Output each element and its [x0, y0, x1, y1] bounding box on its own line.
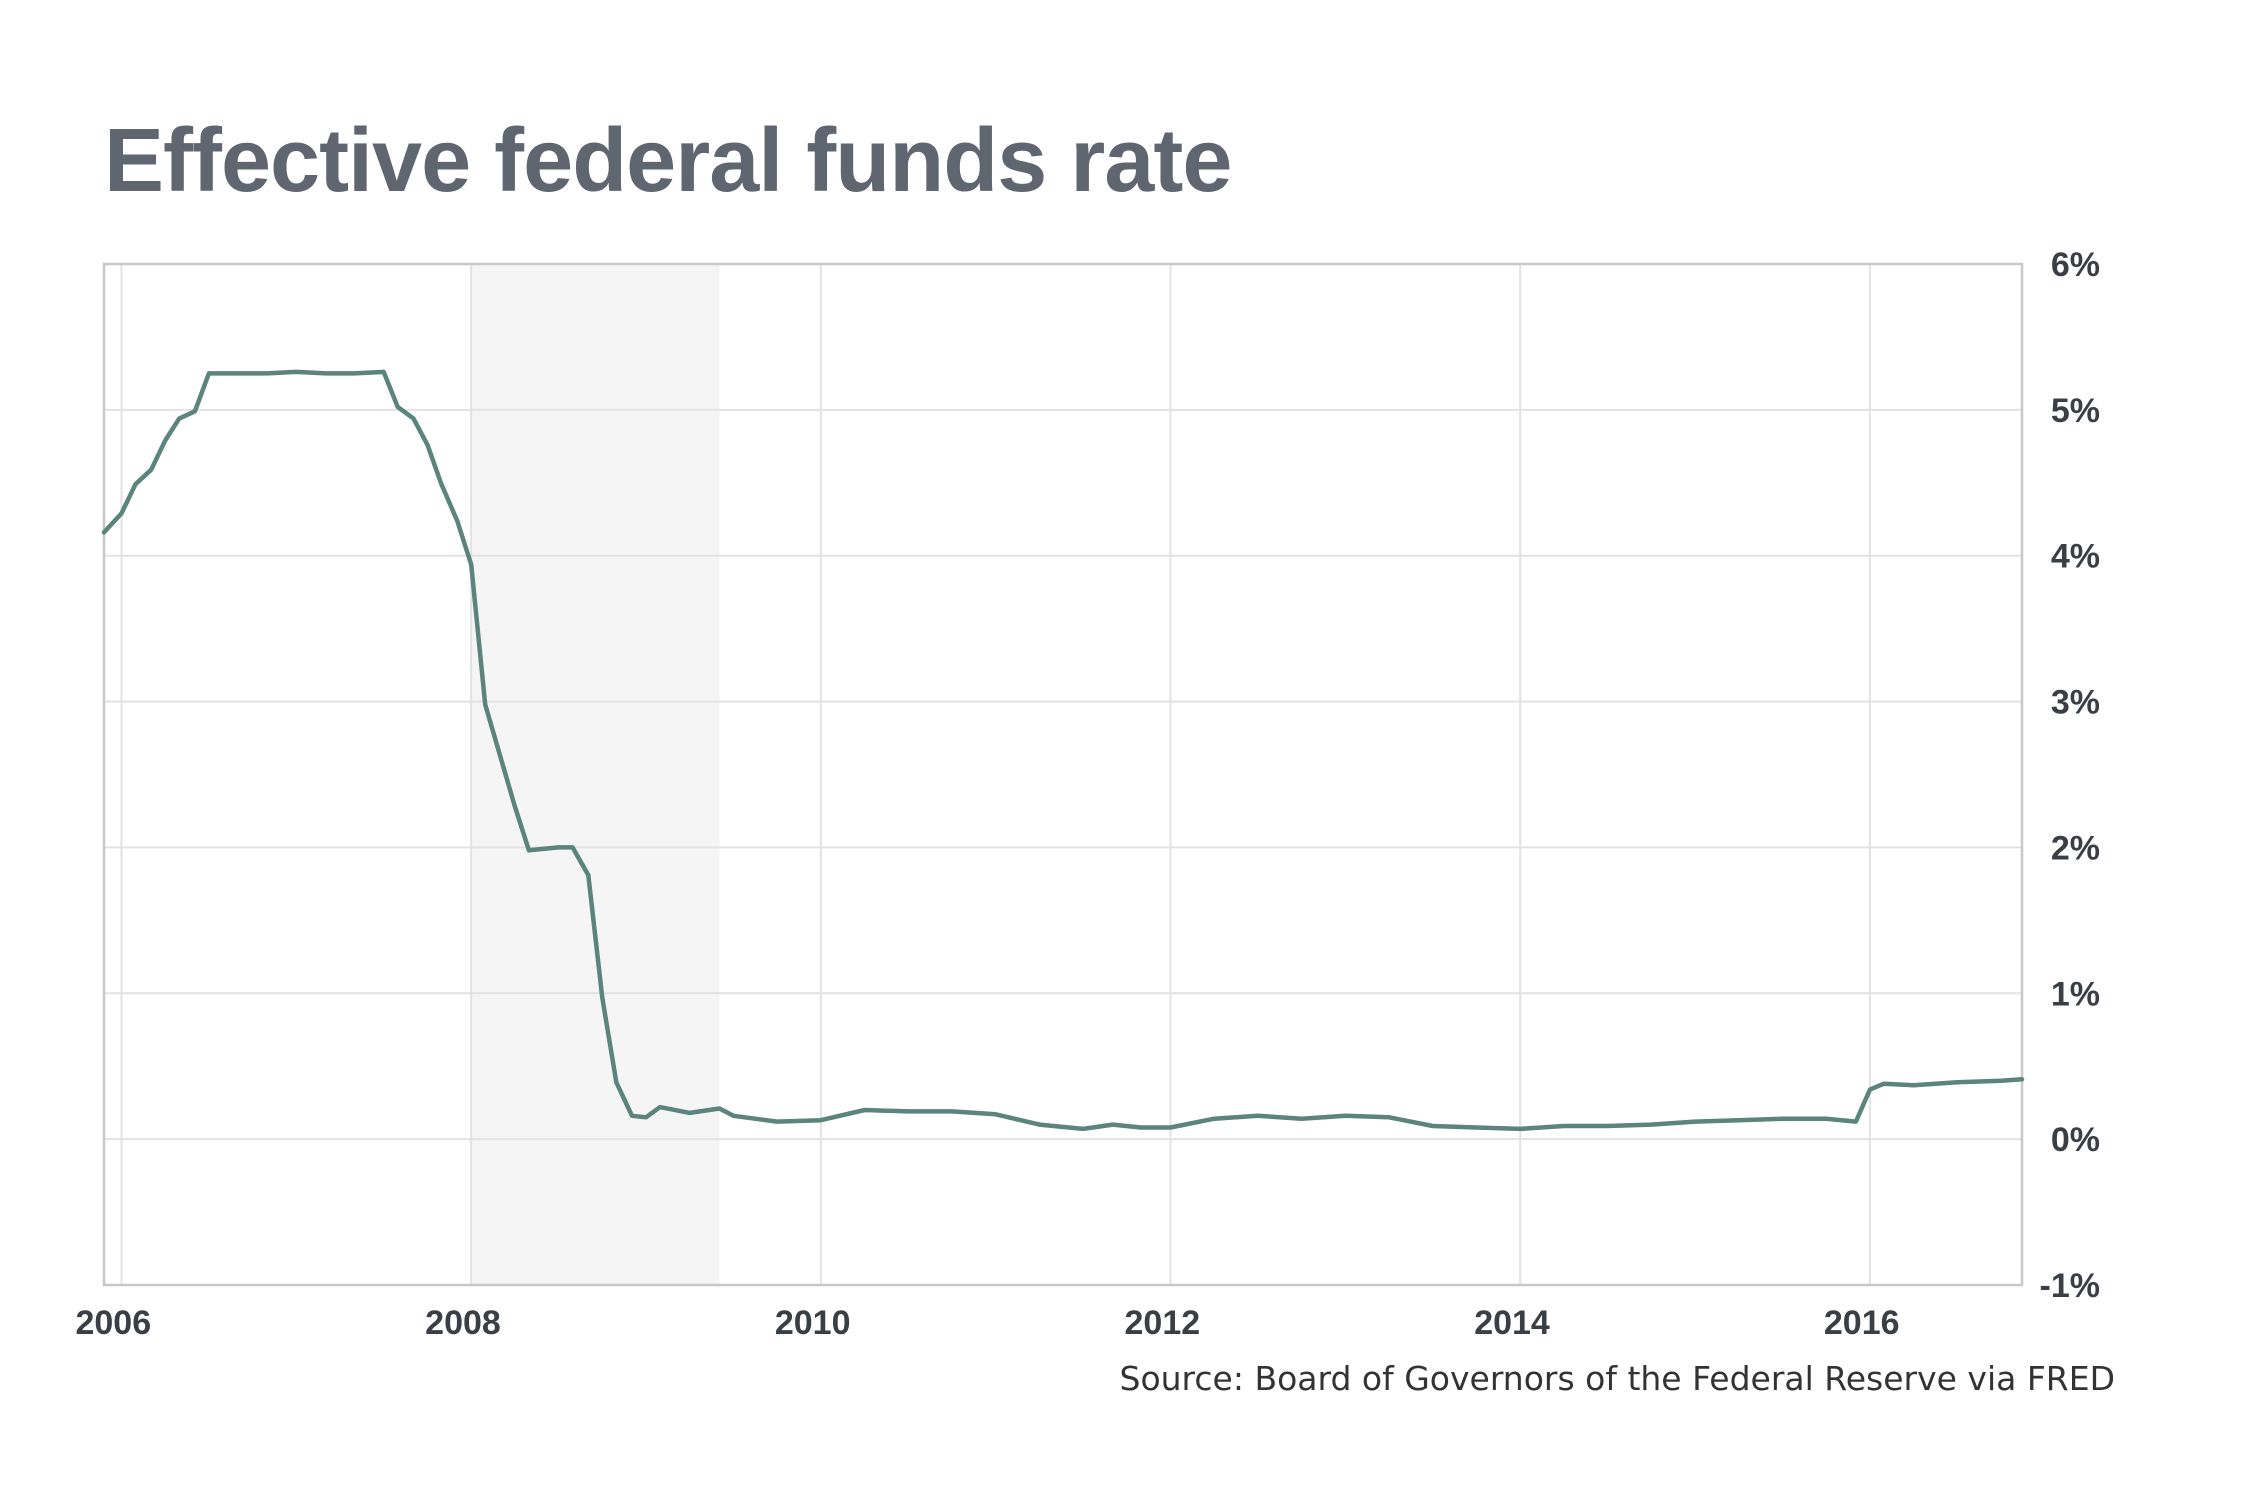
- series-line-fed-funds: [101, 369, 2025, 1132]
- y-tick-label-5%: 5%: [2051, 392, 2100, 430]
- y-tick-label-0%: 0%: [2051, 1121, 2100, 1159]
- y-axis-ticks: -1% 0% 1% 2% 3% 4% 5% 6%: [2040, 246, 2100, 1305]
- series-layer: [101, 369, 2025, 1132]
- x-tick-label-2014: 2014: [1474, 1304, 1550, 1342]
- x-tick-label-2012: 2012: [1125, 1304, 1201, 1342]
- plot-frame: [102, 262, 2024, 1287]
- y-tick-label-2%: 2%: [2051, 829, 2100, 867]
- x-tick-label-2006: 2006: [75, 1304, 151, 1342]
- y-tick-label-3%: 3%: [2051, 684, 2100, 722]
- chart-title: Effective federal funds rate: [104, 111, 1232, 211]
- y-tick-label-4%: 4%: [2051, 538, 2100, 576]
- x-tick-label-2016: 2016: [1824, 1304, 1900, 1342]
- source-note: Source: Board of Governors of the Federa…: [1120, 1359, 2116, 1398]
- plot-border: [102, 262, 2024, 1287]
- x-axis-ticks: 2006 2008 2010 2012 2014 2016: [75, 1304, 1899, 1342]
- x-tick-label-2010: 2010: [775, 1304, 851, 1342]
- y-tick-label-6%: 6%: [2051, 246, 2100, 284]
- recession-band-layer: [471, 264, 720, 1285]
- x-tick-label-2008: 2008: [425, 1304, 501, 1342]
- gridlines: [104, 263, 2022, 1286]
- y-tick-label--1%: -1%: [2040, 1267, 2100, 1305]
- recession-band: [471, 264, 720, 1285]
- y-tick-label-1%: 1%: [2051, 975, 2100, 1013]
